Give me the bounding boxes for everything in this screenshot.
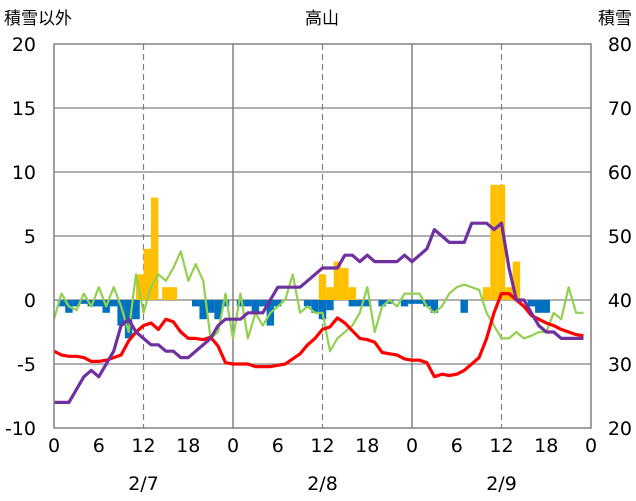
sunshine-bar: [206, 300, 215, 313]
sunshine-bar: [408, 300, 416, 304]
temperature-line: [53, 292, 584, 379]
x-tick-label: 18: [176, 435, 200, 457]
right-tick-label: 20: [608, 418, 632, 440]
sunshine-bar: [326, 300, 334, 311]
snowfall-bar: [512, 261, 521, 300]
left-tick-label: 5: [24, 226, 36, 248]
sunshine-bar: [259, 300, 267, 307]
right-tick-label: 60: [608, 162, 632, 184]
right-tick-label: 70: [608, 98, 632, 120]
x-tick-label: 0: [406, 435, 418, 457]
snowfall-bar: [482, 287, 491, 300]
sunshine-bar: [423, 300, 431, 307]
sunshine-bar: [542, 300, 550, 313]
sunshine-bar: [385, 300, 394, 304]
snowfall-bar: [348, 287, 357, 300]
left-ticks: 20 15 10 5 0 -5 -10: [5, 34, 36, 440]
sunshine-bar: [356, 300, 364, 307]
sunshine-bar: [214, 300, 222, 320]
left-tick-label: 20: [12, 34, 36, 56]
sunshine-bar: [221, 300, 230, 307]
x-tick-label: 0: [227, 435, 239, 457]
sunshine-bar: [378, 300, 386, 307]
x-tick-label: 18: [534, 435, 558, 457]
snow_depth-line: [54, 221, 584, 404]
lines-layer: [52, 221, 584, 404]
x-tick-label: 12: [310, 435, 334, 457]
right-tick-label: 50: [608, 226, 632, 248]
x-tick-label: 6: [93, 435, 105, 457]
plot-frame: [53, 43, 592, 429]
x-tick-label: 12: [131, 435, 155, 457]
right-ticks: 80 70 60 50 40 30 20: [608, 34, 632, 440]
x-ticks: 0 6 12 18 0 6 12 18 0 6 12 18 0: [48, 435, 597, 457]
sunshine-bar: [527, 300, 536, 307]
sunshine-bar: [95, 300, 103, 307]
sunshine-bar: [274, 300, 282, 307]
sunshine-bar: [251, 300, 260, 313]
sunshine-bar: [400, 300, 409, 307]
snowfall-bar: [326, 287, 334, 300]
sunshine-bar: [244, 300, 252, 307]
x-tick-label: 6: [272, 435, 284, 457]
snowfall-bar: [150, 197, 159, 300]
left-axis-label: 積雪以外: [4, 9, 72, 29]
sunshine-bar: [72, 300, 81, 307]
snowfall-bar: [143, 248, 151, 300]
left-tick-label: 15: [12, 98, 36, 120]
sunshine-bar: [117, 300, 125, 326]
sunshine-bar: [318, 300, 327, 320]
snowfall-bar: [341, 268, 349, 300]
sunshine-bar: [109, 300, 118, 307]
left-tick-label: -5: [17, 354, 36, 376]
right-tick-label: 80: [608, 34, 632, 56]
sunshine-bar: [236, 300, 245, 307]
sunshine-bar: [363, 300, 371, 307]
snowfall-bar: [333, 261, 342, 300]
snowfall-bar: [136, 274, 144, 300]
sunshine-bar: [311, 300, 319, 313]
day-label: 2/9: [486, 473, 517, 495]
sunshine-bar: [430, 300, 439, 313]
snowfall-bar: [490, 184, 498, 300]
sunshine-bar: [535, 300, 543, 313]
x-tick-label: 12: [489, 435, 513, 457]
left-tick-label: -10: [5, 418, 36, 440]
snowfall-bar: [318, 274, 327, 300]
snowfall-bar: [497, 184, 506, 300]
sunshine-bar: [460, 300, 468, 313]
left-tick-label: 10: [12, 162, 36, 184]
right-axis-label: 積雪: [598, 9, 632, 29]
right-tick-label: 40: [608, 290, 632, 312]
snowfall-bar: [162, 287, 170, 300]
sunshine-bar: [191, 300, 200, 307]
sunshine-bar: [80, 300, 88, 304]
chart-title: 高山: [305, 9, 339, 29]
day-label: 2/8: [307, 473, 338, 495]
sunshine-bar: [87, 300, 96, 307]
humidity-line: [52, 250, 584, 353]
sunshine-bar: [199, 300, 207, 320]
x-tick-label: 0: [585, 435, 597, 457]
left-tick-label: 0: [24, 290, 36, 312]
sunshine-bar: [132, 300, 140, 320]
day-label: 2/7: [128, 473, 159, 495]
sunshine-bar: [415, 300, 424, 304]
day-labels: 2/7 2/8 2/9: [128, 473, 517, 495]
sunshine-bar: [348, 300, 357, 307]
right-tick-label: 30: [608, 354, 632, 376]
sunshine-bar: [57, 300, 66, 307]
grid-layer: [54, 44, 591, 428]
x-tick-label: 0: [48, 435, 60, 457]
x-tick-label: 18: [355, 435, 379, 457]
sunshine-bar: [303, 300, 312, 307]
snowfall-bar: [169, 287, 178, 300]
x-tick-label: 6: [451, 435, 463, 457]
